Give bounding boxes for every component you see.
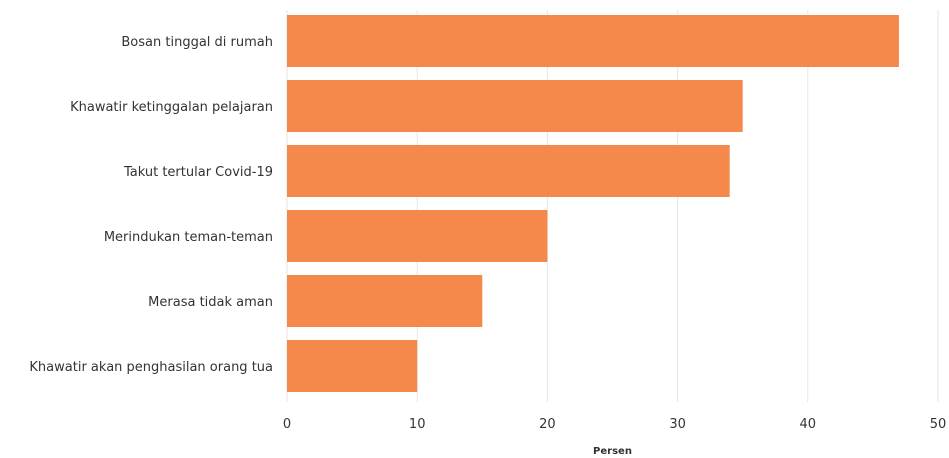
bars-group — [287, 15, 899, 392]
x-tick-label: 40 — [800, 417, 817, 432]
x-tick-label: 30 — [669, 417, 686, 432]
bar[interactable] — [287, 145, 730, 197]
x-tick-label: 10 — [409, 417, 426, 432]
category-label: Khawatir ketinggalan pelajaran — [70, 100, 273, 115]
x-axis-title: Persen — [593, 446, 632, 457]
x-tick-labels: 0 10 20 30 40 50 — [283, 417, 946, 432]
bar[interactable] — [287, 275, 483, 327]
category-label: Takut tertular Covid-19 — [123, 165, 273, 180]
category-label: Khawatir akan penghasilan orang tua — [29, 360, 273, 375]
category-label: Merasa tidak aman — [148, 295, 273, 310]
x-tick-label: 20 — [539, 417, 556, 432]
category-label: Merindukan teman-teman — [104, 230, 273, 245]
x-tick-label: 0 — [283, 417, 291, 432]
category-labels: Bosan tinggal di rumah Khawatir ketinggal… — [29, 35, 273, 375]
grid-lines — [286, 10, 939, 402]
bar[interactable] — [287, 210, 548, 262]
bar[interactable] — [287, 15, 899, 67]
category-label: Bosan tinggal di rumah — [121, 35, 273, 50]
bar[interactable] — [287, 80, 743, 132]
x-tick-label: 50 — [930, 417, 947, 432]
bar[interactable] — [287, 340, 418, 392]
